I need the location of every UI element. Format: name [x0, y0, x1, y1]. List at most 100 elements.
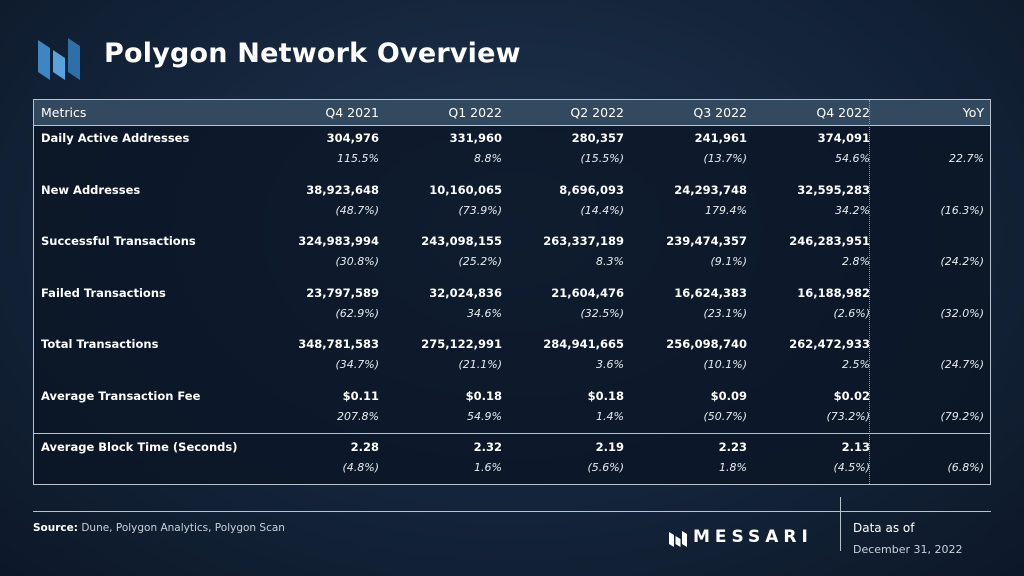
metric-value: 24,293,748	[674, 182, 747, 197]
metric-change: 2.5%	[842, 358, 870, 371]
metric-change: 2.8%	[842, 255, 870, 268]
metric-value: 32,595,283	[797, 182, 870, 197]
as-of-date: December 31, 2022	[853, 543, 963, 556]
metric-change: (62.9%)	[335, 306, 379, 320]
metric-value: 21,604,476	[551, 285, 624, 300]
metric-change: (34.7%)	[335, 358, 379, 371]
metric-change: 8.8%	[474, 152, 502, 165]
yoy-change: (6.8%)	[947, 461, 984, 474]
metric-value: 262,472,933	[789, 337, 870, 351]
column-header: Metrics	[41, 105, 87, 120]
metric-change: 207.8%	[337, 409, 379, 423]
yoy-change: 22.7%	[949, 152, 984, 165]
metric-value: 331,960	[449, 131, 502, 145]
metric-label: Total Transactions	[41, 337, 159, 351]
metric-change: (4.8%)	[342, 461, 379, 474]
metric-value: 10,160,065	[429, 182, 502, 197]
metric-change: (32.5%)	[580, 306, 624, 320]
metric-change: (9.1%)	[710, 255, 747, 268]
metric-change: 1.6%	[474, 461, 502, 474]
metric-value: 243,098,155	[421, 234, 502, 248]
column-header: Q4 2021	[325, 105, 379, 120]
messari-wordmark: MESSARI	[693, 527, 813, 547]
metric-value: 241,961	[694, 131, 747, 145]
metric-value: 239,474,357	[666, 234, 747, 248]
metric-value: 2.32	[473, 440, 502, 454]
yoy-column-divider	[869, 100, 870, 484]
metric-change: 115.5%	[337, 152, 379, 165]
metric-label: Failed Transactions	[41, 285, 166, 300]
yoy-change: (32.0%)	[940, 306, 984, 320]
metric-value: 263,337,189	[543, 234, 624, 248]
metric-value: $0.02	[833, 388, 870, 403]
metric-value: $0.18	[587, 388, 624, 403]
metric-label: Successful Transactions	[41, 234, 196, 248]
metric-change: 54.6%	[835, 152, 870, 165]
metric-value: 2.13	[841, 440, 870, 454]
metric-value: 38,923,648	[306, 182, 379, 197]
metric-change: (2.6%)	[833, 306, 870, 320]
metric-change: (73.2%)	[826, 409, 870, 423]
column-header: Q1 2022	[448, 105, 502, 120]
metric-value: 8,696,093	[559, 182, 624, 197]
yoy-change: (16.3%)	[940, 203, 984, 217]
metric-change: (23.1%)	[703, 306, 747, 320]
metric-value: $0.09	[710, 388, 747, 403]
footer-vertical-divider	[840, 497, 841, 551]
metric-label: New Addresses	[41, 182, 141, 197]
metric-value: 324,983,994	[298, 234, 379, 248]
messari-logo-icon	[669, 531, 687, 547]
metric-value: $0.11	[342, 388, 379, 403]
source-text: Dune, Polygon Analytics, Polygon Scan	[81, 522, 285, 534]
metric-value: 374,091	[817, 131, 870, 145]
metric-value: 32,024,836	[429, 285, 502, 300]
metric-value: 275,122,991	[421, 337, 502, 351]
metric-change: 34.6%	[467, 306, 502, 320]
metric-change: 179.4%	[705, 203, 747, 217]
metric-change: (48.7%)	[335, 203, 379, 217]
metric-change: 34.2%	[835, 203, 870, 217]
source-note: Source: Dune, Polygon Analytics, Polygon…	[33, 522, 285, 534]
source-label: Source:	[33, 522, 78, 534]
yoy-change: (24.7%)	[940, 358, 984, 371]
footer-divider	[33, 511, 991, 512]
column-header: Q2 2022	[570, 105, 624, 120]
metric-value: 304,976	[326, 131, 379, 145]
metric-label: Average Transaction Fee	[41, 388, 201, 403]
polygon-bars-logo-icon	[38, 38, 80, 80]
as-of-label: Data as of	[853, 521, 915, 535]
metric-change: 1.8%	[719, 461, 747, 474]
metric-change: (13.7%)	[703, 152, 747, 165]
metric-change: (14.4%)	[580, 203, 624, 217]
yoy-change: (79.2%)	[940, 409, 984, 423]
page-title: Polygon Network Overview	[104, 38, 521, 69]
metric-change: 8.3%	[596, 255, 624, 268]
metric-value: 2.19	[595, 440, 624, 454]
metric-value: 246,283,951	[789, 234, 870, 248]
metric-change: (73.9%)	[458, 203, 502, 217]
metric-value: 2.23	[718, 440, 747, 454]
metric-value: 348,781,583	[298, 337, 379, 351]
column-header: Q4 2022	[816, 105, 870, 120]
metric-change: (50.7%)	[703, 409, 747, 423]
metric-label: Average Block Time (Seconds)	[41, 440, 238, 454]
metric-change: 3.6%	[596, 358, 624, 371]
metric-change: 1.4%	[596, 409, 624, 423]
metric-value: 284,941,665	[543, 337, 624, 351]
column-header: YoY	[962, 105, 984, 120]
metric-change: (5.6%)	[587, 461, 624, 474]
metric-change: (4.5%)	[833, 461, 870, 474]
metric-label: Daily Active Addresses	[41, 131, 190, 145]
metric-change: (21.1%)	[458, 358, 502, 371]
metric-change: 54.9%	[467, 409, 502, 423]
metric-value: 16,624,383	[674, 285, 747, 300]
metric-value: $0.18	[465, 388, 502, 403]
table-header-row: Metrics Q4 2021 Q1 2022 Q2 2022 Q3 2022 Q4 20…	[34, 100, 990, 126]
metric-change: (25.2%)	[458, 255, 502, 268]
yoy-change: (24.2%)	[940, 255, 984, 268]
column-header: Q3 2022	[693, 105, 747, 120]
metric-value: 16,188,982	[797, 285, 870, 300]
metric-change: (15.5%)	[580, 152, 624, 165]
metric-value: 2.28	[350, 440, 379, 454]
metric-value: 280,357	[571, 131, 624, 145]
